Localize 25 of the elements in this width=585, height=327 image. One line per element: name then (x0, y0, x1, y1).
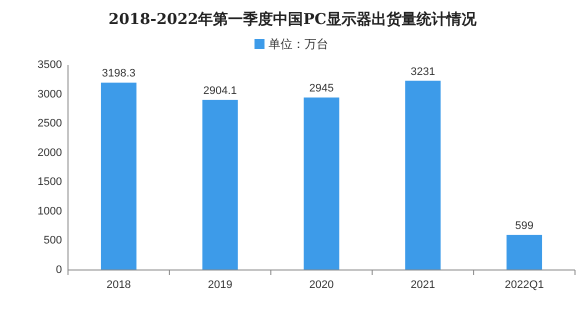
bar (100, 82, 136, 270)
legend-label: 单位：万台 (268, 37, 328, 51)
bar (506, 234, 542, 270)
y-tick-label: 2500 (38, 118, 62, 130)
x-tick-label: 2021 (410, 279, 436, 291)
chart-title: 2018-2022年第一季度中国PC显示器出货量统计情况 (108, 10, 478, 28)
y-tick-label: 3000 (38, 88, 62, 100)
data-label: 599 (515, 220, 534, 232)
y-tick-label: 0 (56, 264, 62, 276)
y-tick-label: 2000 (38, 146, 62, 159)
bar (304, 98, 340, 270)
x-tick-label: 2019 (208, 279, 232, 291)
bar (202, 100, 238, 270)
y-tick-label: 1500 (38, 176, 62, 188)
bar (405, 80, 441, 270)
y-tick-label: 3500 (38, 59, 62, 71)
data-label: 3198.3 (102, 68, 136, 80)
x-tick-label: 2018 (106, 279, 131, 291)
data-label: 2945 (309, 82, 334, 95)
x-tick-label: 2022Q1 (504, 279, 544, 291)
y-tick-label: 500 (44, 234, 62, 247)
x-tick-label: 2020 (309, 279, 334, 291)
y-tick-label: 1000 (38, 205, 62, 218)
data-label: 2904.1 (203, 84, 237, 97)
data-label: 3231 (410, 66, 436, 78)
